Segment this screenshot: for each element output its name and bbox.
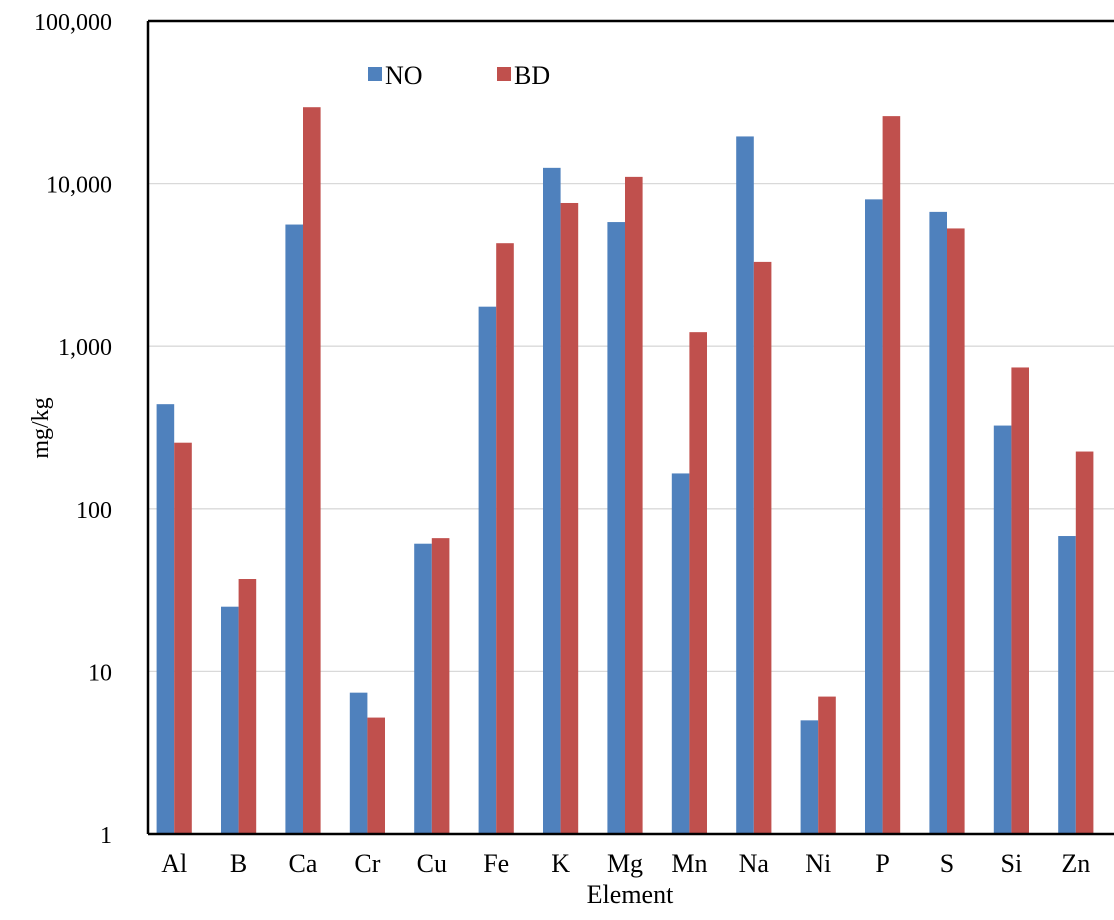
y-tick-label: 100: [76, 498, 112, 524]
bar-bd-mn: [689, 332, 707, 834]
bar-no-cu: [414, 543, 432, 834]
x-tick-labels: Al B Ca Cr Cu Fe K Mg Mn Na Ni P S Si Zn: [161, 849, 1090, 878]
bar-no-si: [993, 425, 1012, 834]
y-tick-label: 1,000: [58, 335, 112, 361]
legend-swatch-bd: [497, 67, 511, 81]
bar-no-fe: [478, 306, 497, 834]
axes: [146, 19, 1114, 836]
bar-no-mg: [607, 222, 625, 835]
bar-bd-ni: [818, 696, 836, 834]
bar-no-ca: [285, 224, 303, 835]
bar-no-ni: [800, 720, 819, 834]
legend-swatch-no: [368, 67, 382, 81]
x-tick-label: Cu: [417, 849, 447, 878]
bar-no-p: [865, 199, 883, 835]
bar-bd-cr: [367, 717, 385, 834]
bar-bd-s: [947, 228, 965, 834]
bar-bd-mg: [625, 176, 643, 834]
y-tick-label: 10,000: [46, 173, 112, 199]
bar-bd-na: [753, 261, 772, 834]
x-tick-label: Cr: [354, 849, 380, 878]
bar-bd-si: [1011, 367, 1029, 834]
legend-label-no: NO: [385, 61, 423, 90]
bar-bd-p: [882, 116, 901, 834]
y-tick-label: 10: [88, 660, 112, 686]
y-tick-labels: 1 10 100 1,000 10,000 100,000: [34, 10, 112, 849]
y-tick-label: 1: [100, 823, 112, 849]
legend-label-bd: BD: [514, 61, 550, 90]
legend: NO BD: [368, 61, 550, 90]
bar-bd-fe: [496, 243, 514, 835]
bar-bd-cu: [431, 538, 450, 834]
bar-no-mn: [671, 473, 690, 834]
x-tick-label: K: [551, 849, 570, 878]
x-tick-label: Fe: [483, 849, 509, 878]
bar-bd-zn: [1075, 451, 1094, 834]
bar-no-s: [929, 211, 947, 834]
bar-bd-k: [560, 202, 579, 834]
x-tick-label: Mn: [671, 849, 707, 878]
bar-bd-al: [174, 442, 192, 834]
bar-no-al: [156, 404, 175, 834]
x-tick-label: Ni: [805, 849, 831, 878]
x-tick-label: S: [940, 849, 954, 878]
bar-no-k: [543, 167, 561, 835]
x-tick-label: Si: [1001, 849, 1023, 878]
bars: [156, 107, 1094, 835]
bar-bd-b: [238, 579, 257, 834]
x-tick-label: P: [875, 849, 889, 878]
x-tick-label: Al: [161, 849, 187, 878]
x-tick-label: Zn: [1061, 849, 1090, 878]
x-tick-label: Ca: [289, 849, 318, 878]
y-tick-label: 100,000: [34, 10, 112, 36]
bar-no-zn: [1058, 536, 1076, 834]
bar-no-b: [221, 606, 239, 834]
y-axis-label: mg/kg: [28, 397, 54, 458]
bar-no-na: [736, 136, 754, 834]
x-axis-label: Element: [587, 880, 674, 909]
bar-no-cr: [349, 692, 368, 834]
x-tick-label: B: [230, 849, 247, 878]
x-tick-label: Mg: [607, 849, 643, 878]
bar-bd-ca: [303, 107, 321, 835]
x-tick-label: Na: [739, 849, 770, 878]
